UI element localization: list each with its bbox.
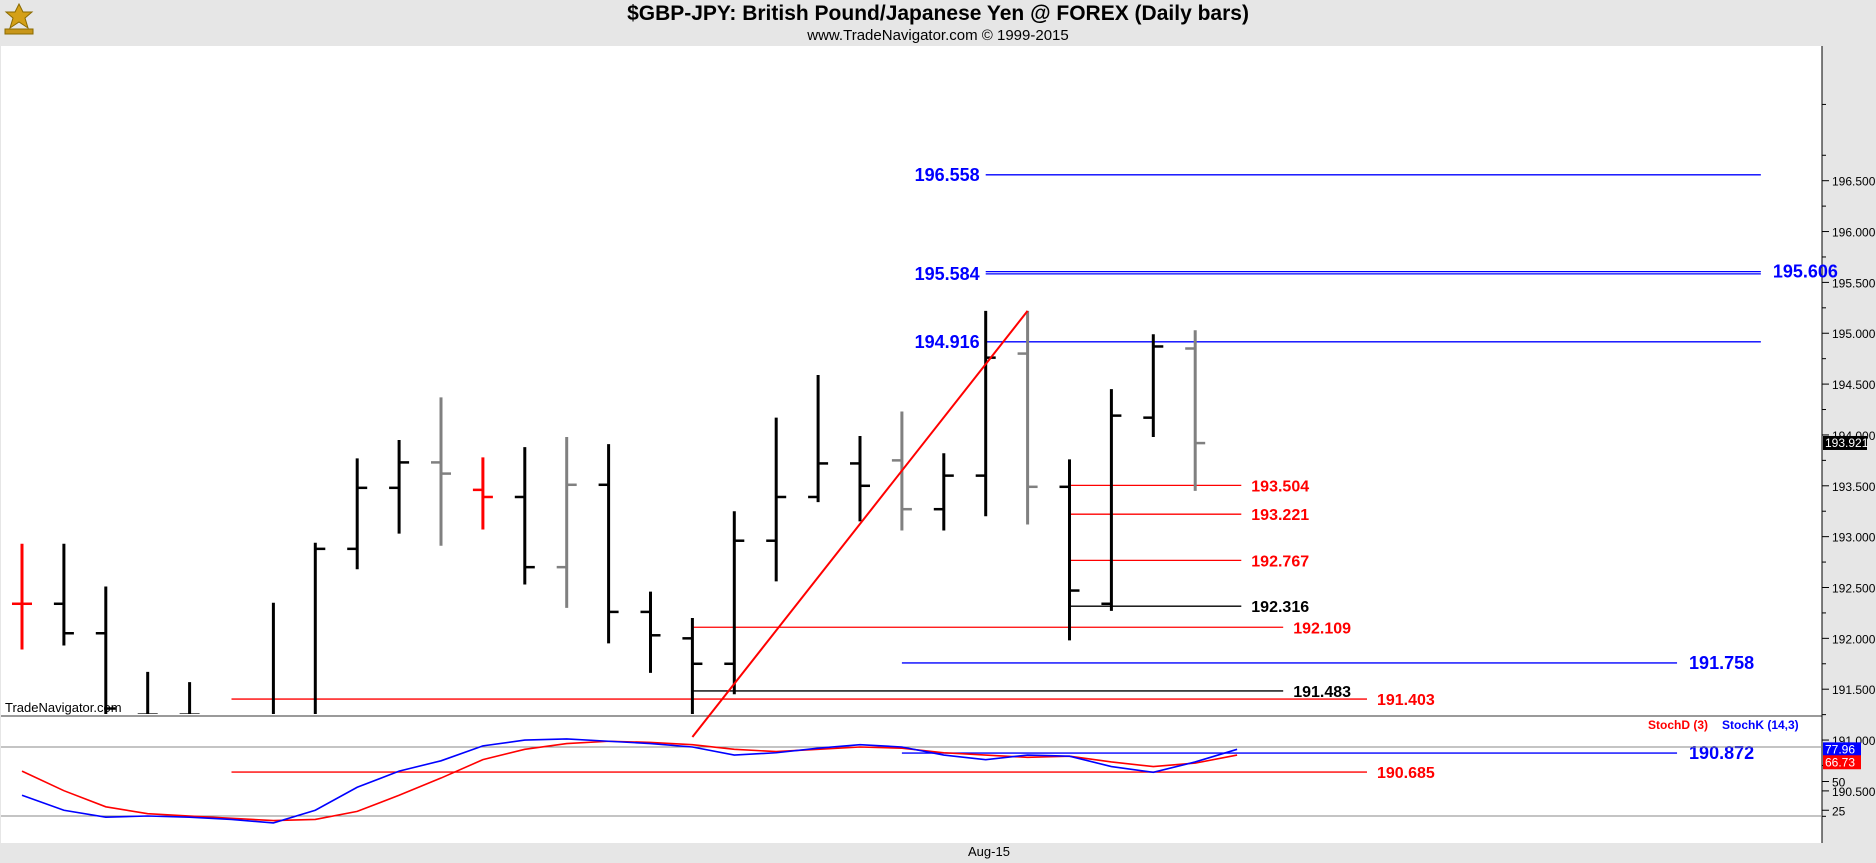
level-label: 191.483	[1293, 684, 1351, 701]
level-label: 190.872	[1689, 743, 1754, 763]
y-tick-label: 196.500	[1832, 175, 1876, 189]
last-price-box	[1823, 435, 1867, 450]
y-tick-label: 193.500	[1832, 480, 1876, 494]
y-axis: 190.500191.000191.500192.000192.500193.0…	[1822, 103, 1876, 817]
legend-stoch-d: StochD (3)	[1648, 718, 1708, 732]
stoch-k-last-box	[1823, 742, 1861, 757]
level-label: 192.767	[1251, 553, 1309, 570]
y-tick-label: 195.500	[1832, 276, 1876, 290]
stoch-tick-label: 50	[1832, 776, 1846, 790]
chart-subtitle: www.TradeNavigator.com © 1999-2015	[807, 27, 1069, 44]
y-tick-label: 194.500	[1832, 378, 1876, 392]
y-tick-label: 195.000	[1832, 327, 1876, 341]
chart-title: $GBP-JPY: British Pound/Japanese Yen @ F…	[627, 2, 1249, 25]
level-label: 194.916	[915, 332, 980, 352]
y-tick-label: 191.500	[1832, 683, 1876, 697]
level-label: 192.109	[1293, 620, 1351, 637]
y-tick-label: 192.500	[1832, 581, 1876, 595]
level-lines: 196.558 195.584 195.606 194.916 193.504 193.2…	[231, 165, 1838, 782]
level-label: 191.758	[1689, 653, 1754, 673]
level-label: 190.685	[1377, 765, 1435, 782]
stoch-d-last-label: 66.73	[1825, 755, 1855, 769]
stoch-k-last-label: 77.96	[1825, 742, 1855, 756]
level-label: 195.606	[1773, 262, 1838, 282]
stoch-d-last-box	[1823, 755, 1861, 770]
watermark: TradeNavigator.com	[5, 700, 122, 715]
legend-stoch-k: StochK (14,3)	[1722, 718, 1799, 732]
stoch-tick-label: 25	[1832, 804, 1846, 818]
stoch-k-line	[21, 738, 1238, 824]
trendline-segment	[691, 310, 1029, 738]
y-tick-label: 192.000	[1832, 632, 1876, 646]
level-label: 196.558	[915, 165, 980, 185]
last-price-label: 193.921	[1825, 436, 1869, 450]
price-panel	[1, 46, 1822, 716]
level-label: 193.504	[1251, 478, 1309, 495]
y-tick-label: 193.000	[1832, 531, 1876, 545]
indicator-panel	[1, 717, 1822, 843]
tradenavigator-logo-icon	[4, 2, 34, 35]
trendline	[691, 310, 1029, 738]
level-label: 191.403	[1377, 692, 1435, 709]
y-tick-label: 190.500	[1832, 785, 1876, 799]
level-label: 195.584	[915, 264, 980, 284]
level-label: 192.316	[1251, 599, 1309, 616]
level-label: 193.221	[1251, 507, 1309, 524]
x-tick-label: Aug-15	[968, 844, 1010, 859]
price-bars	[12, 310, 1206, 714]
y-tick-label: 196.000	[1832, 226, 1876, 240]
